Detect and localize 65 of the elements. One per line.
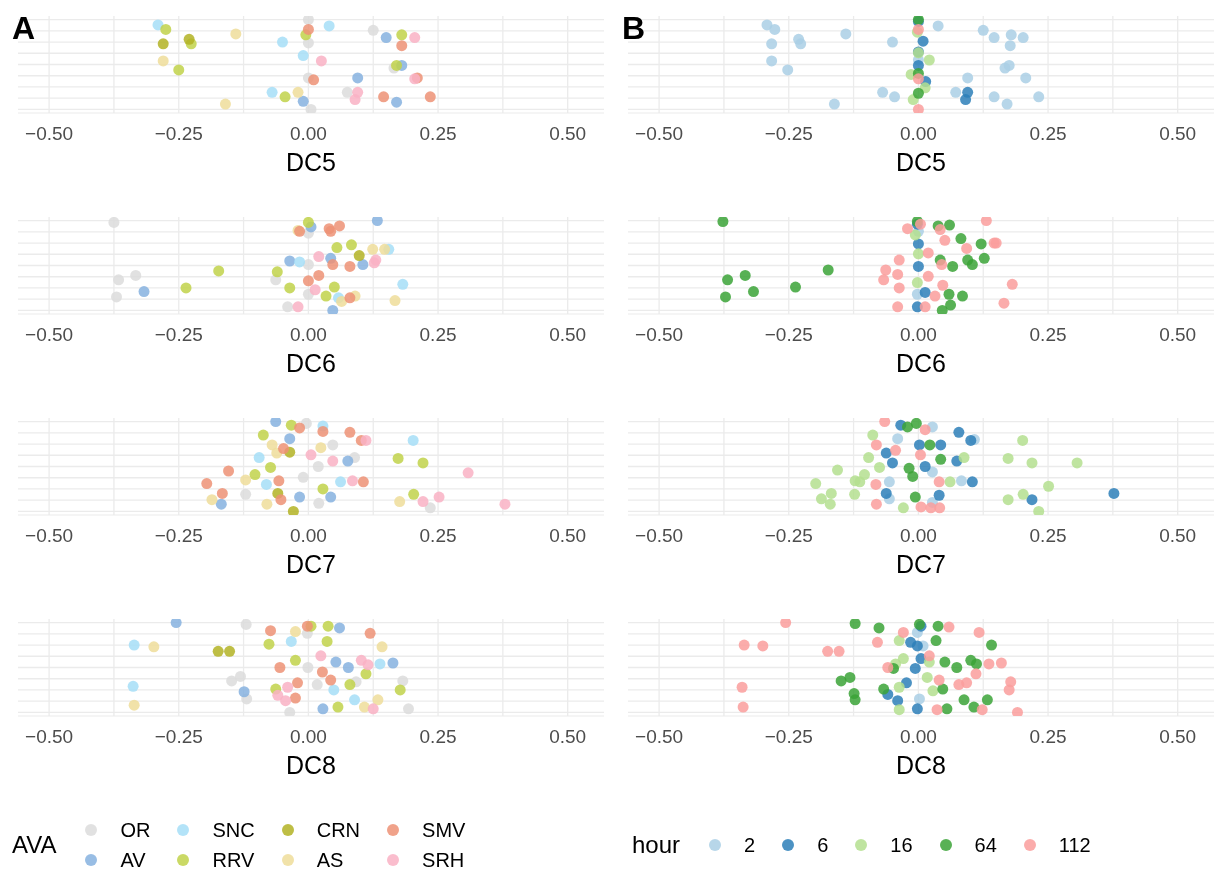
legend-label: SMV bbox=[422, 818, 466, 842]
x-tick-label: 0.25 bbox=[1029, 123, 1067, 145]
legend-label: 112 bbox=[1058, 833, 1091, 857]
x-tick-label: 0.50 bbox=[549, 726, 587, 748]
x-tick-label: −0.50 bbox=[25, 324, 74, 346]
x-tick-label: 0.50 bbox=[549, 525, 587, 547]
legend-label: 2 bbox=[744, 833, 756, 857]
x-tick-label: 0.25 bbox=[1029, 726, 1067, 748]
legend-title: AVA bbox=[12, 831, 57, 859]
legend-label: SNC bbox=[212, 818, 255, 842]
x-axis-title: DC5 bbox=[895, 148, 947, 176]
x-tick-label: −0.25 bbox=[764, 525, 813, 547]
annotation: B bbox=[622, 10, 646, 47]
x-tick-label: −0.25 bbox=[154, 525, 203, 547]
legend-label: 16 bbox=[890, 833, 913, 857]
x-tick-label: 0.25 bbox=[1029, 525, 1067, 547]
x-tick-label: −0.50 bbox=[635, 123, 684, 145]
x-tick-label: −0.50 bbox=[635, 726, 684, 748]
legend-label: CRN bbox=[316, 818, 361, 842]
x-tick-label: 0.00 bbox=[289, 726, 327, 748]
x-tick-label: −0.50 bbox=[25, 525, 74, 547]
x-tick-label: 0.25 bbox=[1029, 324, 1067, 346]
x-axis-title: DC8 bbox=[895, 751, 947, 779]
legend-label: SRH bbox=[422, 848, 465, 872]
x-tick-label: 0.00 bbox=[899, 123, 937, 145]
x-tick-label: 0.00 bbox=[899, 726, 937, 748]
legend-label: AS bbox=[316, 848, 344, 872]
x-tick-label: 0.50 bbox=[1159, 726, 1197, 748]
x-axis-title: DC7 bbox=[285, 550, 337, 578]
x-tick-label: 0.50 bbox=[1159, 525, 1197, 547]
x-tick-label: −0.25 bbox=[154, 324, 203, 346]
legend-label: OR bbox=[120, 818, 151, 842]
annotation: A bbox=[12, 10, 36, 47]
legend-title: hour bbox=[632, 831, 681, 859]
x-tick-label: 0.25 bbox=[419, 525, 457, 547]
x-axis-title: DC8 bbox=[285, 751, 337, 779]
x-tick-label: −0.25 bbox=[154, 726, 203, 748]
x-axis-title: DC5 bbox=[285, 148, 337, 176]
x-tick-label: 0.00 bbox=[289, 525, 327, 547]
x-tick-label: −0.50 bbox=[635, 525, 684, 547]
legend-label: 6 bbox=[817, 833, 829, 857]
x-tick-label: 0.25 bbox=[419, 123, 457, 145]
x-tick-label: 0.00 bbox=[899, 324, 937, 346]
x-tick-label: −0.25 bbox=[154, 123, 203, 145]
x-tick-label: −0.50 bbox=[25, 123, 74, 145]
x-tick-label: 0.50 bbox=[1159, 324, 1197, 346]
x-tick-label: 0.25 bbox=[419, 324, 457, 346]
x-tick-label: −0.25 bbox=[764, 324, 813, 346]
x-tick-label: 0.50 bbox=[549, 324, 587, 346]
x-tick-label: 0.00 bbox=[899, 525, 937, 547]
x-tick-label: −0.25 bbox=[764, 123, 813, 145]
x-tick-label: 0.50 bbox=[549, 123, 587, 145]
x-axis-title: DC6 bbox=[895, 349, 947, 377]
x-axis-title: DC7 bbox=[895, 550, 947, 578]
legend-label: RRV bbox=[212, 848, 255, 872]
x-tick-label: 0.25 bbox=[419, 726, 457, 748]
legend-label: AV bbox=[120, 848, 146, 872]
x-axis-title: DC6 bbox=[285, 349, 337, 377]
x-tick-label: 0.00 bbox=[289, 123, 327, 145]
legend-label: 64 bbox=[974, 833, 997, 857]
x-tick-label: 0.50 bbox=[1159, 123, 1197, 145]
x-tick-label: −0.50 bbox=[25, 726, 74, 748]
x-tick-label: −0.50 bbox=[635, 324, 684, 346]
x-tick-label: −0.25 bbox=[764, 726, 813, 748]
x-tick-label: 0.00 bbox=[289, 324, 327, 346]
